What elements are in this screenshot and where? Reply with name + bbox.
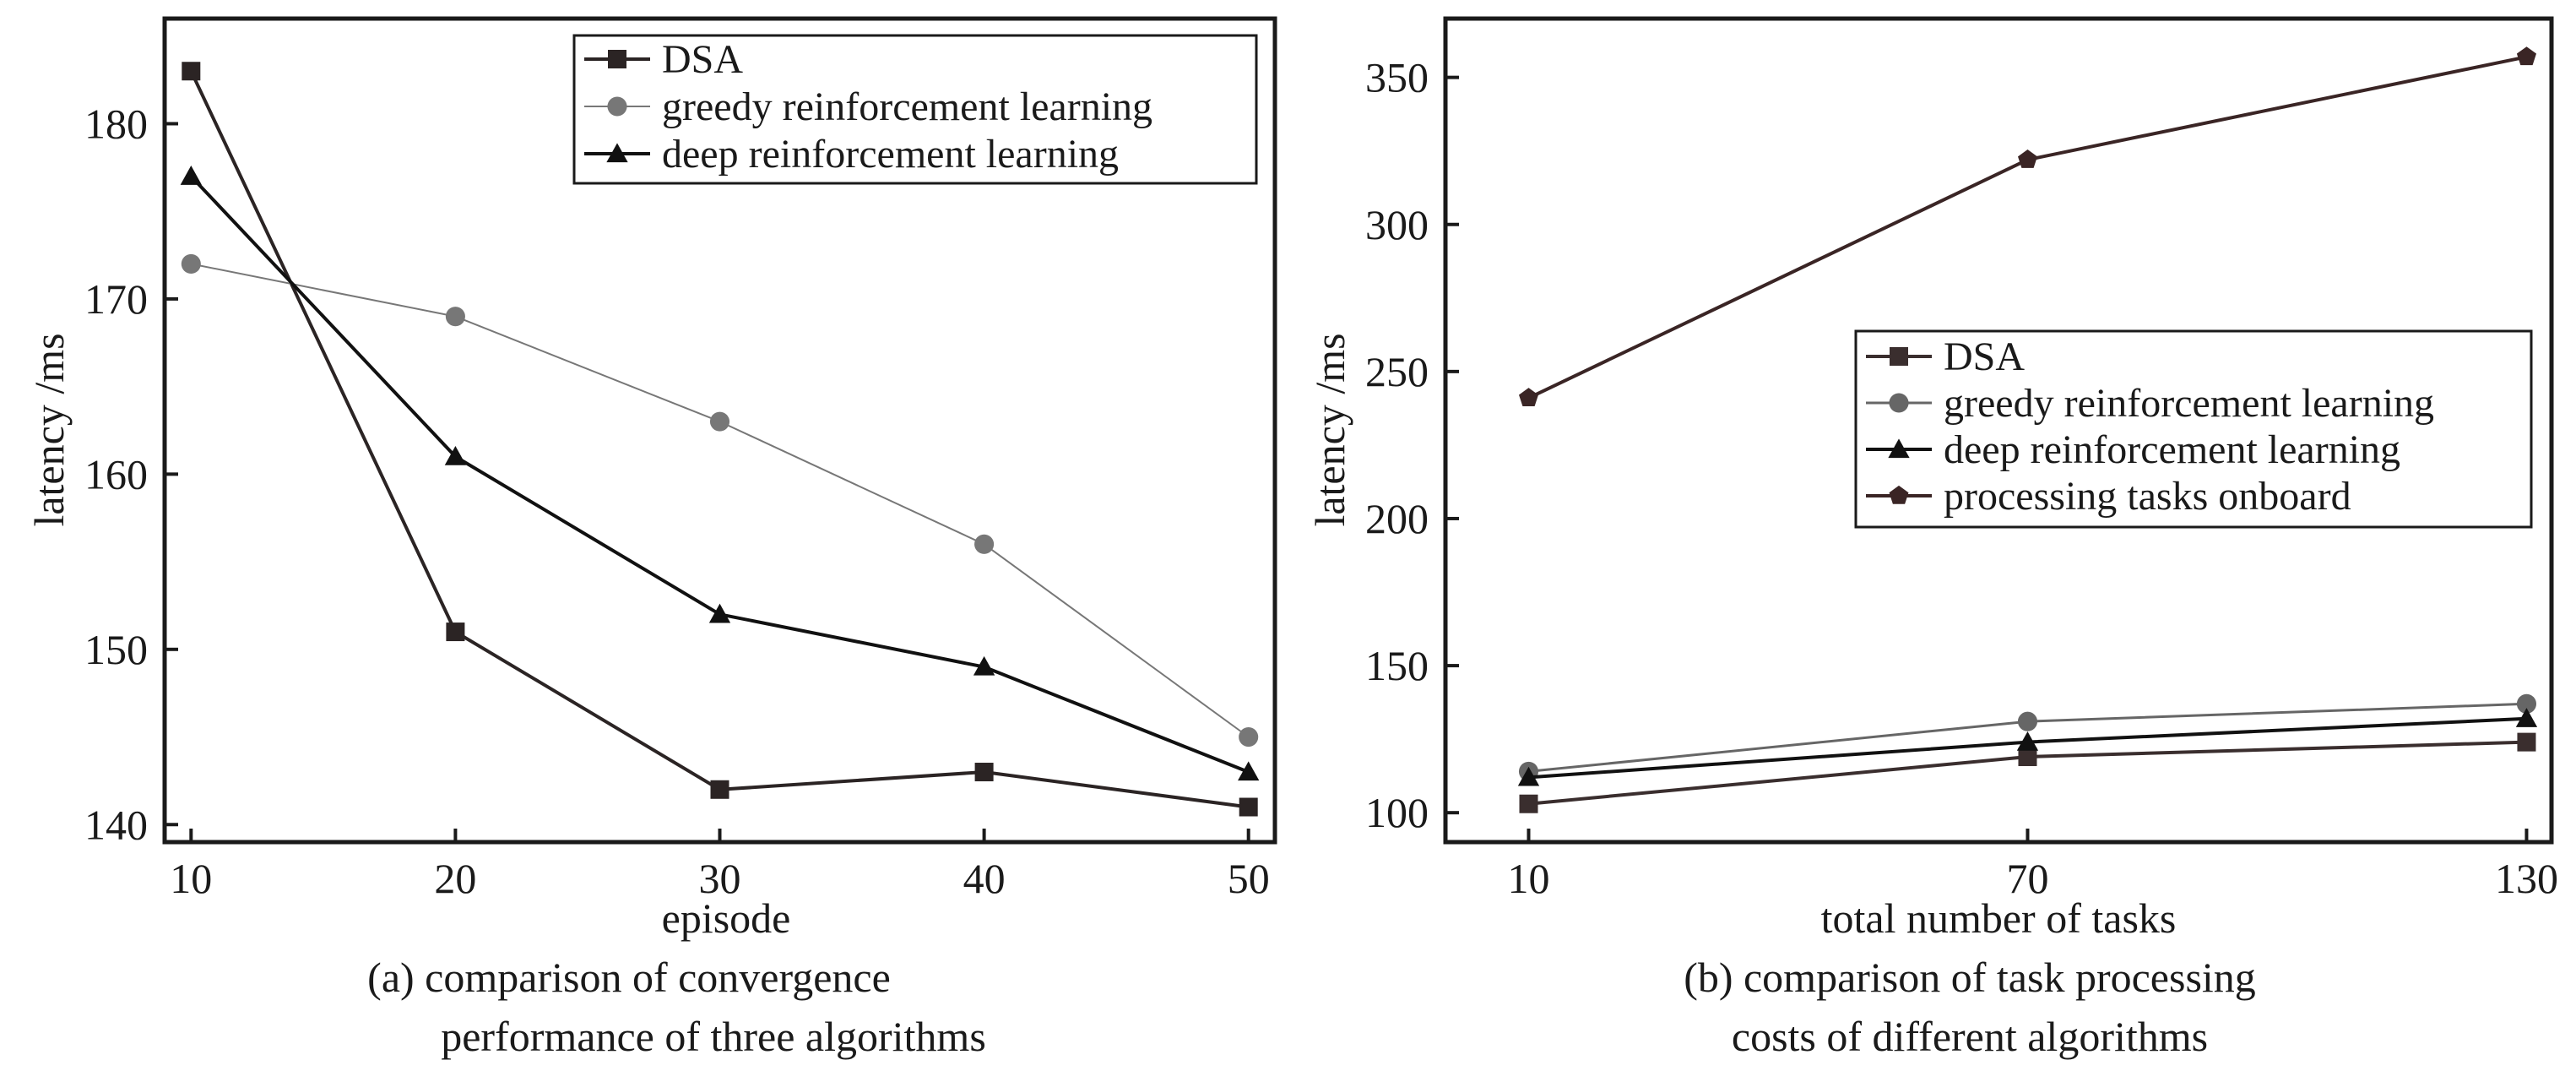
chart-a-series-1-line <box>191 263 1250 738</box>
chart-a-legend-marker-0 <box>608 50 626 68</box>
chart-b-series-1-point <box>2516 693 2537 714</box>
chart-a-series-0 <box>182 62 1258 817</box>
chart-a-caption-line-2: performance of three algorithms <box>441 1013 986 1060</box>
chart-b-y-tick-label: 150 <box>1365 642 1429 689</box>
chart-b-series-0-point <box>2517 732 2536 752</box>
chart-b-legend-marker-0 <box>1890 347 1908 366</box>
chart-b-legend-label-1: greedy reinforcement learning <box>1944 381 2434 426</box>
chart-b-caption-line-2: costs of different algorithms <box>1732 1013 2208 1060</box>
chart-a-y-tick-label: 170 <box>84 275 148 323</box>
chart-b-series-1 <box>1518 693 2537 781</box>
chart-b-legend-marker-1 <box>1889 393 1909 413</box>
chart-a-series-2-point <box>708 603 731 623</box>
chart-b-series-3-point <box>2516 46 2536 66</box>
chart-a-series-2-line <box>189 175 1250 774</box>
chart-a-y-tick-label: 150 <box>84 626 148 673</box>
chart-b-series-3-point <box>2018 150 2037 168</box>
chart-a-series-1-point <box>445 307 465 327</box>
chart-b-xlabel: total number of tasks <box>1821 894 2177 942</box>
chart-a-series-0-point <box>1239 797 1258 817</box>
chart-a-series-2-point <box>444 445 467 465</box>
chart-a-series-2-point <box>1238 761 1260 781</box>
chart-a-legend-marker-2 <box>606 143 628 163</box>
chart-b-series-0 <box>1519 732 2536 813</box>
chart-a-series-2-point <box>973 655 995 676</box>
chart-b-series-2-point <box>2016 731 2039 751</box>
chart-b-x-tick-label: 70 <box>2006 855 2048 902</box>
chart-b-series-0-point <box>1519 794 1538 813</box>
chart-a-y-tick-label: 160 <box>84 450 148 497</box>
chart-a-series <box>180 62 1260 817</box>
chart-a-legend-box <box>572 34 1258 185</box>
chart-a-x-tick-label: 20 <box>434 855 476 902</box>
chart-b-series-3 <box>1519 46 2536 406</box>
chart-a-series-0-point <box>446 622 465 642</box>
chart-b-series-3-point <box>1519 388 1538 406</box>
chart-b-series-2-point <box>1517 766 1540 786</box>
chart-b-axes: 10 70 130 100 150 200 250 300 350 <box>1365 54 2558 902</box>
chart-b-series <box>1517 46 2538 813</box>
chart-a-x-tick-label: 30 <box>699 855 741 902</box>
chart-a-series-0-point <box>182 62 201 81</box>
chart-a-caption-line-1: (a) comparison of convergence <box>367 954 891 1001</box>
chart-a-series-1-point <box>709 411 730 432</box>
chart-a-series-0-point <box>974 763 994 782</box>
chart-b-legend-marker-2 <box>1888 438 1910 459</box>
chart-a-series-1-point <box>181 253 201 274</box>
chart-b-legend-label-3: processing tasks onboard <box>1944 474 2351 519</box>
chart-b-y-tick-label: 200 <box>1365 495 1429 542</box>
chart-b-series-2-point <box>2515 708 2538 727</box>
chart-b-legend-box <box>1854 329 2533 529</box>
chart-a-y-tick-label: 180 <box>84 100 148 147</box>
chart-a-legend-label-2: deep reinforcement learning <box>662 132 1119 177</box>
chart-a-series-1-point <box>1239 726 1259 748</box>
chart-b-plot-frame <box>1443 16 2554 845</box>
chart-b-y-tick-label: 250 <box>1365 348 1429 395</box>
chart-a-ylabel: latency /ms <box>25 333 73 526</box>
chart-b-y-tick-label: 100 <box>1365 789 1429 836</box>
chart-b-legend-label-0: DSA <box>1944 334 2025 379</box>
chart-b-series-0-point <box>2018 748 2037 767</box>
chart-b-ylabel: latency /ms <box>1306 333 1353 526</box>
chart-b-series-1-point <box>2017 711 2038 731</box>
chart-b-y-tick-label: 350 <box>1365 54 1429 101</box>
chart-b-legend-marker-3 <box>1889 485 1909 504</box>
chart-a-series-1-point <box>974 534 995 554</box>
chart-a-series-2-point <box>180 166 202 185</box>
chart-b-x-tick-label: 10 <box>1507 855 1549 902</box>
chart-a-series-0-point <box>710 780 729 799</box>
chart-a-legend-marker-1 <box>607 96 627 117</box>
chart-b-caption-line-1: (b) comparison of task processing <box>1684 954 2256 1001</box>
chart-a-series-1 <box>181 253 1259 748</box>
chart-a-series-2 <box>180 166 1260 781</box>
chart-a-y-tick-label: 140 <box>84 801 148 848</box>
chart-a-legend-label-1: greedy reinforcement learning <box>662 84 1152 129</box>
chart-b-y-tick-label: 300 <box>1365 201 1429 248</box>
chart-b-x-tick-label: 130 <box>2495 855 2558 902</box>
chart-a-xlabel: episode <box>662 894 791 942</box>
chart-b-legend-label-2: deep reinforcement learning <box>1944 427 2400 472</box>
chart-a-x-tick-label: 50 <box>1228 855 1270 902</box>
chart-a-x-tick-label: 40 <box>963 855 1006 902</box>
chart-a-axes: 10 20 30 40 50 140 150 160 170 180 <box>84 100 1270 902</box>
chart-a-x-tick-label: 10 <box>170 855 212 902</box>
chart-a-legend-label-0: DSA <box>662 37 743 82</box>
chart-b-series-2 <box>1517 708 2538 786</box>
